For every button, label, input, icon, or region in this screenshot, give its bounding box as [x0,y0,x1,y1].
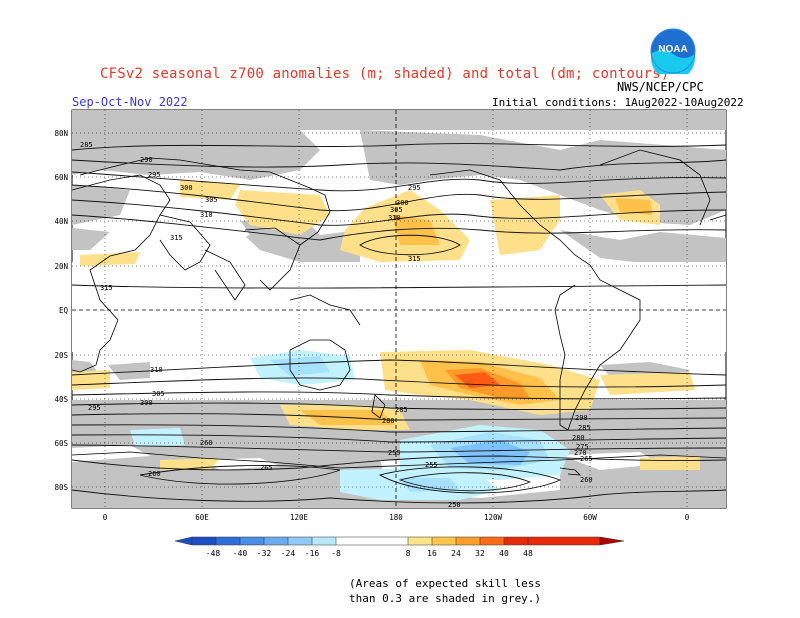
height-contours [72,143,726,504]
longitude-labels: 0 60E 120E 180 120W 60W 0 [103,513,690,522]
contour-label: 300 [396,199,409,207]
contour-label: 255 [425,461,438,469]
colorbar-tick: -8 [331,549,341,558]
skill-note: (Areas of expected skill less than 0.3 a… [349,576,541,606]
contour-label: 305 [152,390,165,398]
graticule [72,110,726,508]
lon-label: 60W [583,513,597,522]
lat-label: 40S [54,395,68,404]
contour-label: 265 [580,455,593,463]
contour-label: 275 [576,443,589,451]
colorbar-bin [312,537,336,545]
lat-label: 60S [54,439,68,448]
contour-label: 285 [395,406,408,414]
contour-label: 305 [205,196,218,204]
colorbar-tick: -32 [257,549,272,558]
contour-labels: 285 290 295 300 305 310 315 315 310 305 … [80,141,593,509]
skill-note-line: than 0.3 are shaded in grey.) [349,592,542,605]
contour-label: 280 [382,417,395,425]
lat-label: 80S [54,483,68,492]
contour-label: 315 [170,234,183,242]
colorbar-bin [408,537,432,545]
colorbar-tick: 24 [451,549,461,558]
contour-label: 315 [408,255,421,263]
colorbar-bin [336,537,408,545]
lon-label: 180 [389,513,403,522]
colorbar-tick: 16 [427,549,437,558]
contour-label: 285 [578,424,591,432]
lon-label: 60E [195,513,209,522]
colorbar-tick: -16 [305,549,320,558]
noaa-logo-icon: NOAA [650,28,696,74]
contour-label: 255 [388,449,401,457]
initial-conditions-label: Initial conditions: 1Aug2022-10Aug2022 [492,96,744,109]
lon-label: 0 [103,513,108,522]
lat-label: 80N [54,129,68,138]
colorbar-bin [216,537,240,545]
lon-label: 120E [290,513,309,522]
colorbar-tick: -24 [281,549,296,558]
contour-label: 290 [140,156,153,164]
svg-text:NOAA: NOAA [658,44,687,55]
colorbar: -48 -40 -32 -24 -16 -8 8 16 24 32 40 48 [174,536,625,558]
colorbar-tick: 40 [499,549,509,558]
contour-label: 260 [148,470,161,478]
contour-label: 295 [148,171,161,179]
colorbar-left-arrow [174,536,193,546]
contour-label: 295 [88,404,101,412]
colorbar-right-arrow [599,536,625,546]
lat-label: 40N [54,217,68,226]
lat-label: EQ [59,306,69,315]
contour-label: 260 [580,476,593,484]
colorbar-bin [480,537,504,545]
colorbar-tick-labels: -48 -40 -32 -24 -16 -8 8 16 24 32 40 48 [206,549,533,558]
colorbar-tick: 48 [523,549,533,558]
colorbar-bin [264,537,288,545]
contour-label: 315 [100,284,113,292]
contour-label: 265 [260,464,273,472]
contour-label: 290 [575,414,588,422]
colorbar-bin [288,537,312,545]
contour-label: 280 [572,434,585,442]
lon-label: 120W [484,513,503,522]
contour-label: 310 [388,214,401,222]
chart-title: CFSv2 seasonal z700 anomalies (m; shaded… [100,66,670,82]
contour-label: 270 [574,449,587,457]
colorbar-bin [504,537,528,545]
colorbar-bin [456,537,480,545]
negative-anomalies [130,350,570,500]
lat-label: 20S [54,351,68,360]
colorbar-bin [240,537,264,545]
contour-label: 295 [408,184,421,192]
lon-label: 0 [685,513,690,522]
reference-lines [72,110,726,508]
colorbar-tick: 32 [475,549,485,558]
contour-label: 310 [200,211,213,219]
contour-label: 310 [150,366,163,374]
latitude-labels: 80N 60N 40N 20N EQ 20S 40S 60S 80S [54,129,68,492]
contour-label: 285 [80,141,93,149]
colorbar-tick: 8 [406,549,411,558]
colorbar-bin [528,537,600,545]
contour-label: 260 [200,439,213,447]
lat-label: 60N [54,173,68,182]
colorbar-bin [432,537,456,545]
colorbar-tick: -48 [206,549,221,558]
skill-note-line: (Areas of expected skill less [349,577,542,590]
contour-label: 300 [140,399,153,407]
colorbar-bin [192,537,216,545]
lat-label: 20N [54,262,68,271]
contour-label: 250 [448,501,461,509]
agency-label: NWS/NCEP/CPC [617,80,704,94]
contour-label: 300 [180,184,193,192]
season-label: Sep-Oct-Nov 2022 [72,95,188,109]
map-field: 285 290 295 300 305 310 315 315 310 305 … [72,110,726,509]
colorbar-tick: -40 [233,549,248,558]
